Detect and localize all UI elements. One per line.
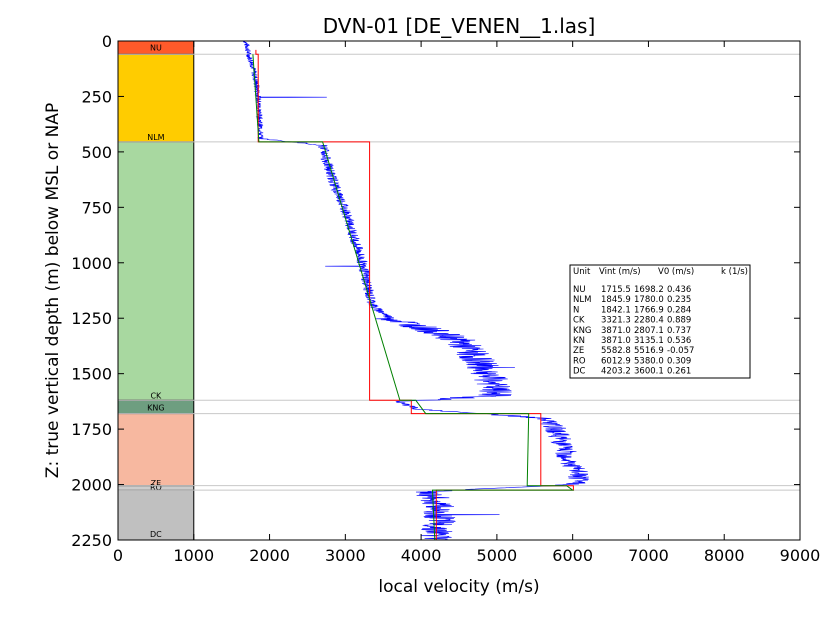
plot-frame (117, 40, 801, 541)
y-tick-label: 1250 (71, 309, 112, 328)
legend-cell: 3600.1 (634, 367, 664, 377)
y-tick-label: 2250 (71, 531, 112, 550)
x-tick-label: 4000 (401, 546, 442, 565)
legend-cell: 2280.4 (634, 316, 664, 326)
unit-label-nlm: NLM (147, 133, 164, 142)
legend-cell: 0.309 (667, 356, 691, 366)
x-tick-label: 3000 (325, 546, 366, 565)
unit-label-ze: ZE (151, 479, 162, 488)
y-tick-label: 1750 (71, 420, 112, 439)
legend-cell: 0.737 (667, 326, 691, 336)
y-tick-label: 0 (102, 32, 112, 51)
legend-cell: 5516.9 (634, 346, 664, 356)
legend-cell: 3321.3 (601, 316, 631, 326)
legend-cell: 3871.0 (601, 326, 631, 336)
legend-cell: NLM (573, 295, 591, 305)
unit-label-nu: NU (150, 44, 162, 53)
y-tick-label: 1500 (71, 365, 112, 384)
x-tick-label: 1000 (173, 546, 214, 565)
legend-header: k (1/s) (721, 267, 748, 277)
x-tick-label: 2000 (249, 546, 290, 565)
legend-header: Unit (573, 267, 591, 277)
y-axis-title: Z: true vertical depth (m) below MSL or … (43, 103, 63, 478)
x-tick-label: 0 (113, 546, 123, 565)
legend-cell: DC (573, 367, 586, 377)
legend-cell: -0.057 (667, 346, 694, 356)
unit-label-kng: KNG (147, 403, 164, 412)
linear-velocity-model-line (252, 54, 575, 541)
velocity-series (243, 40, 590, 541)
legend-cell: 5380.0 (634, 356, 664, 366)
legend-cell: CK (573, 316, 585, 326)
legend-box (569, 264, 751, 379)
legend-cell: 1715.5 (601, 285, 631, 295)
y-tick-label: 500 (81, 143, 112, 162)
x-tick-label: 6000 (552, 546, 593, 565)
legend-cell: 5582.8 (601, 346, 631, 356)
x-axis-title: local velocity (m/s) (378, 577, 539, 597)
unit-block-ck (117, 141, 195, 401)
legend-cell: 1766.9 (634, 305, 664, 315)
unit-block-ze (117, 413, 195, 487)
unit-label-dc: DC (150, 530, 162, 539)
legend-cell: KN (573, 336, 585, 346)
legend-cell: 4203.2 (601, 367, 631, 377)
y-tick-label: 750 (81, 198, 112, 217)
legend-cell: N (573, 305, 579, 315)
legend-header: Vint (m/s) (599, 267, 641, 277)
legend-cell: 1698.2 (634, 285, 664, 295)
legend-cell: RO (573, 356, 586, 366)
y-tick-label: 250 (81, 87, 112, 106)
legend-cell: KNG (573, 326, 592, 336)
legend-cell: 0.235 (667, 295, 691, 305)
legend-cell: 2807.1 (634, 326, 664, 336)
legend-cell: 0.889 (667, 316, 691, 326)
unit-block-nlm (117, 53, 195, 143)
legend-cell: 0.284 (667, 305, 691, 315)
legend-cell: 1842.1 (601, 305, 631, 315)
unit-block-dc (117, 489, 195, 541)
legend-cell: 1845.9 (601, 295, 631, 305)
x-tick-label: 8000 (704, 546, 745, 565)
interval-velocity-line (255, 49, 574, 540)
unit-velocity-legend: Unit Vint (m/s) V0 (m/s) k (1/s) NU 1715.5 169… (569, 264, 751, 379)
y-tick-label: 2000 (71, 476, 112, 495)
unit-label-ro: RO (150, 483, 162, 492)
legend-cell: 3871.0 (601, 336, 631, 346)
velocity-log-line (243, 40, 590, 541)
plot-axes: 0 1000 2000 3000 4000 5000 6000 7000 8000 9000 0 25… (71, 32, 820, 565)
y-tick-label: 1000 (71, 254, 112, 273)
x-tick-label: 5000 (477, 546, 518, 565)
legend-cell: 0.436 (667, 285, 691, 295)
legend-cell: ZE (573, 346, 584, 356)
legend-cell: 0.536 (667, 336, 691, 346)
legend-cell: NU (573, 285, 586, 295)
x-tick-label: 7000 (628, 546, 669, 565)
legend-cell: 1780.0 (634, 295, 664, 305)
chart-title: DVN-01 [DE_VENEN__1.las] (323, 14, 596, 38)
legend-cell: 0.261 (667, 367, 691, 377)
legend-cell: 3135.1 (634, 336, 664, 346)
unit-label-ck: CK (150, 391, 162, 400)
x-tick-label: 9000 (780, 546, 821, 565)
legend-header: V0 (m/s) (658, 267, 694, 277)
legend-cell: 6012.9 (601, 356, 631, 366)
